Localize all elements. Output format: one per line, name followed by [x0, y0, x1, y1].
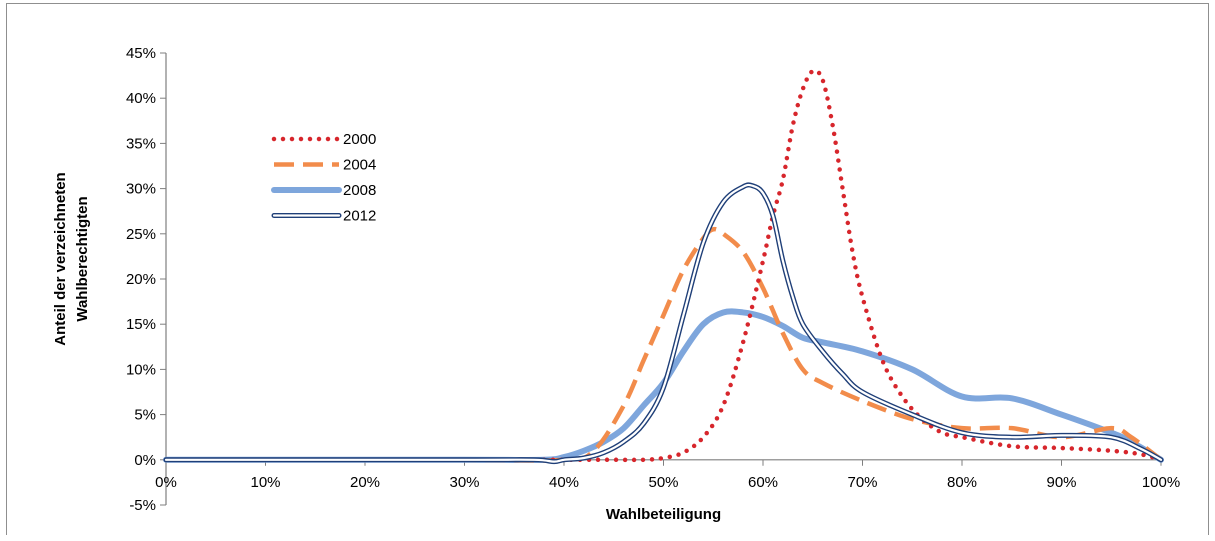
y-axis-title-line: Anteil der verzeichneten: [52, 172, 69, 345]
x-tick-label: 90%: [1046, 474, 1076, 491]
x-tick-label: 100%: [1142, 474, 1180, 491]
series-line-2008: [163, 308, 1164, 463]
series-line-2012: [163, 182, 1164, 465]
series-path-2012: [163, 182, 1164, 465]
x-tick-label: 10%: [250, 474, 280, 491]
x-tick-label: 80%: [947, 474, 977, 491]
series-line-2004: [165, 226, 1163, 463]
legend-item-2012: 2012: [271, 208, 376, 225]
y-tick-label: -5%: [129, 497, 156, 514]
tick-labels: -5% 0% 5% 10% 15% 20% 25% 30% 35% 40% 45% 0% 10% 20% 3…: [126, 45, 1180, 514]
line-chart: Anteil der verzeichneten Wahlberechtigten…: [52, 45, 1180, 523]
y-tick-label: 10%: [126, 361, 156, 378]
x-tick-label: 30%: [449, 474, 479, 491]
legend-label: 2012: [343, 208, 376, 225]
series-path-2000: [163, 68, 1164, 463]
x-tick-label: 50%: [648, 474, 678, 491]
legend: 2000 2004 2008 2012: [271, 131, 376, 225]
legend-label: 2000: [343, 131, 376, 148]
x-tick-label: 20%: [350, 474, 380, 491]
x-axis-title: Wahlbeteiligung: [606, 506, 721, 523]
y-tick-label: 20%: [126, 271, 156, 288]
y-axis-title: Anteil der verzeichneten Wahlberechtigten: [52, 172, 91, 345]
y-tick-label: 0%: [134, 452, 156, 469]
legend-item-2004: 2004: [274, 157, 376, 174]
chart-frame: Anteil der verzeichneten Wahlberechtigten…: [6, 3, 1209, 535]
y-tick-label: 15%: [126, 316, 156, 333]
series-line-2000: [163, 68, 1164, 463]
series-path-2012: [164, 183, 1163, 463]
legend-item-2000: 2000: [271, 131, 376, 148]
y-tick-label: 30%: [126, 181, 156, 198]
series-path-2008: [163, 308, 1164, 463]
series-lines: [163, 68, 1164, 465]
y-tick-label: 40%: [126, 90, 156, 107]
y-tick-label: 35%: [126, 135, 156, 152]
y-tick-label: 5%: [134, 407, 156, 424]
x-tick-label: 0%: [155, 474, 177, 491]
x-tick-label: 70%: [847, 474, 877, 491]
x-tick-label: 40%: [549, 474, 579, 491]
x-tick-label: 60%: [748, 474, 778, 491]
y-tick-label: 45%: [126, 45, 156, 62]
series-path-2004: [165, 226, 1163, 463]
legend-label: 2008: [343, 182, 376, 199]
legend-item-2008: 2008: [271, 182, 376, 199]
y-axis-title-line: Wahlberechtigten: [74, 196, 91, 321]
legend-label: 2004: [343, 157, 376, 174]
y-tick-label: 25%: [126, 226, 156, 243]
